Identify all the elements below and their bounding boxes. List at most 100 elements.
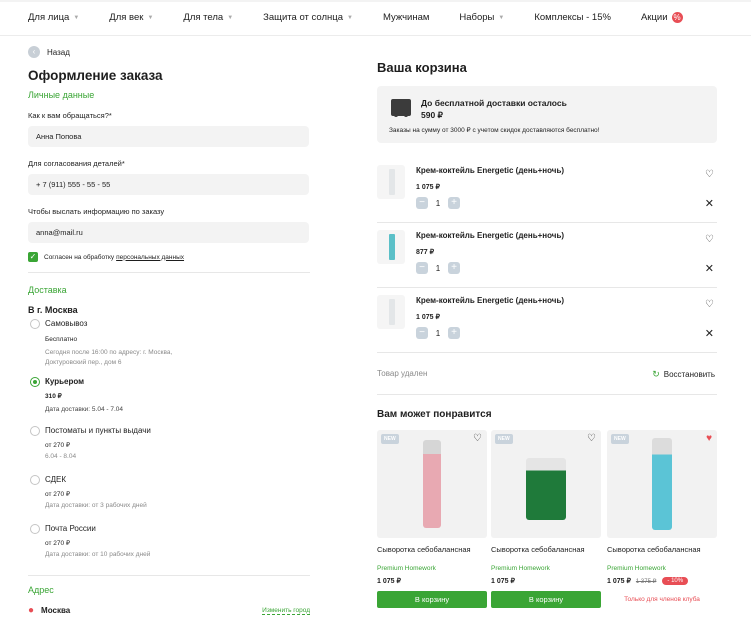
option-detail: Сегодня после 16:00 по адресу: г. Москва… [45, 349, 173, 366]
cart-item-name[interactable]: Крем-коктейль Energetic (день+ночь) [416, 231, 565, 240]
back-link[interactable]: ‹ Назад [28, 44, 310, 60]
option-detail: Дата доставки: от 3 рабочих дней [45, 502, 147, 509]
radio-button[interactable] [30, 475, 40, 485]
cart-item: Крем-коктейль Energetic (день+ночь) 877 … [377, 224, 717, 288]
radio-button-selected[interactable] [30, 377, 40, 387]
old-price: 1 375 ₽ [635, 578, 657, 585]
nav-item-face[interactable]: Для лица ▼ [28, 12, 79, 23]
close-icon[interactable]: ✕ [704, 198, 714, 210]
option-title: Самовывоз [45, 319, 88, 328]
minus-button[interactable]: − [416, 197, 428, 209]
change-city-link[interactable]: Изменить город [262, 607, 310, 615]
nav-item-sun[interactable]: Защита от солнца ▼ [263, 12, 353, 23]
quantity-value: 1 [435, 198, 441, 208]
back-label: Назад [47, 47, 70, 57]
plus-button[interactable]: + [448, 262, 460, 274]
heart-icon[interactable]: ♡ [473, 433, 482, 444]
nav-item-men[interactable]: Мужчинам [383, 12, 429, 23]
radio-button[interactable] [30, 319, 40, 329]
option-detail: 6.04 - 8.04 [45, 453, 77, 460]
nav-item-eyes[interactable]: Для век ▼ [109, 12, 153, 23]
product-price-row: 1 075 ₽ [377, 577, 401, 585]
chevron-down-icon: ▼ [147, 14, 154, 21]
email-field[interactable]: anna@mail.ru [28, 222, 309, 243]
nav-label: Акции [640, 12, 668, 23]
divider [28, 575, 310, 576]
new-badge: NEW [495, 434, 513, 444]
radio-button[interactable] [30, 524, 40, 534]
name-label: Как к вам обращаться?* [28, 111, 112, 120]
option-sub: от 270 ₽ [45, 491, 71, 498]
nav-item-sales[interactable]: Акции% [641, 12, 683, 23]
heart-filled-icon[interactable]: ♥ [706, 433, 712, 444]
nav-label: Наборы [459, 12, 495, 23]
cart-item-name[interactable]: Крем-коктейль Energetic (день+ночь) [416, 296, 565, 305]
checkout-form: ‹ Назад Оформление заказа Личные данные … [28, 42, 310, 616]
delivery-options: Самовывоз Бесплатно Сегодня после 16:00 … [28, 318, 310, 578]
quantity-stepper: − 1 + [416, 327, 460, 339]
add-to-cart-button[interactable]: В корзину [377, 591, 487, 608]
removed-text: Товар удален [377, 369, 428, 378]
option-title: Почта России [45, 524, 96, 533]
quantity-value: 1 [435, 328, 441, 338]
nav-label: Для лица [28, 12, 70, 23]
close-icon[interactable]: ✕ [704, 263, 714, 275]
name-field[interactable]: Анна Попова [28, 126, 309, 147]
option-detail: Дата доставки: от 10 рабочих дней [45, 551, 151, 558]
minus-button[interactable]: − [416, 262, 428, 274]
chevron-down-icon: ▼ [73, 14, 80, 21]
recommend-title: Вам может понравится [377, 409, 492, 420]
product-name: Сыворотка себобалансная [491, 545, 585, 554]
restore-button[interactable]: ↻ Восстановить [652, 369, 715, 380]
product-brand: Premium Homework [491, 565, 550, 572]
nav-item-sets[interactable]: Наборы ▼ [459, 12, 504, 23]
plus-button[interactable]: + [448, 197, 460, 209]
heart-icon[interactable]: ♡ [587, 433, 596, 444]
tube-image [389, 234, 395, 260]
radio-button[interactable] [30, 426, 40, 436]
consent-link[interactable]: персональных данных [116, 253, 185, 261]
product-thumbnail [377, 230, 405, 264]
nav-item-complexes[interactable]: Комплексы - 15% [534, 12, 611, 23]
nav-label: Комплексы - 15% [534, 12, 611, 23]
bottle-image [423, 440, 441, 528]
bottle-image [652, 438, 672, 530]
cart-section: Ваша корзина До бесплатной доставки оста… [377, 60, 717, 608]
quantity-stepper: − 1 + [416, 197, 460, 209]
quantity-value: 1 [435, 263, 441, 273]
members-only-note: Только для членов клуба [624, 596, 700, 603]
phone-label: Для согласования деталей* [28, 159, 125, 168]
option-sub: от 270 ₽ [45, 442, 71, 449]
plus-button[interactable]: + [448, 327, 460, 339]
promo-subtitle: Заказы на сумму от 3000 ₽ с учетом скидо… [389, 127, 600, 134]
cart-title: Ваша корзина [377, 60, 467, 75]
quantity-stepper: − 1 + [416, 262, 460, 274]
chevron-down-icon: ▼ [346, 14, 353, 21]
minus-button[interactable]: − [416, 327, 428, 339]
heart-icon[interactable]: ♡ [705, 169, 714, 180]
cart-item: Крем-коктейль Energetic (день+ночь) 1 07… [377, 159, 717, 223]
option-sub: Бесплатно [45, 336, 78, 343]
add-to-cart-button[interactable]: В корзину [491, 591, 601, 608]
tube-image [389, 169, 395, 195]
close-icon[interactable]: ✕ [704, 328, 714, 340]
product-price-row: 1 075 ₽ 1 375 ₽ - 10% [607, 577, 689, 585]
delivery-city: В г. Москва [28, 305, 78, 315]
product-image: NEW ♡ [491, 430, 601, 538]
new-badge: NEW [381, 434, 399, 444]
cart-item-name[interactable]: Крем-коктейль Energetic (день+ночь) [416, 166, 565, 175]
location-pin-icon: ● [28, 605, 35, 616]
phone-field[interactable]: + 7 (911) 555 - 55 - 55 [28, 174, 309, 195]
heart-icon[interactable]: ♡ [705, 234, 714, 245]
product-name: Сыворотка себобалансная [607, 545, 701, 554]
address-heading: Адрес [28, 585, 54, 595]
nav-label: Мужчинам [382, 12, 430, 23]
heart-icon[interactable]: ♡ [705, 299, 714, 310]
cart-item-price: 1 075 ₽ [416, 314, 440, 321]
product-thumbnail [377, 295, 405, 329]
nav-label: Для тела [183, 12, 224, 23]
option-title: СДЕК [45, 475, 67, 484]
consent-checkbox[interactable]: ✓ Согласен на обработку персональных дан… [28, 252, 310, 262]
address-city-row: ● Москва [28, 605, 70, 616]
nav-item-body[interactable]: Для тела ▼ [183, 12, 233, 23]
